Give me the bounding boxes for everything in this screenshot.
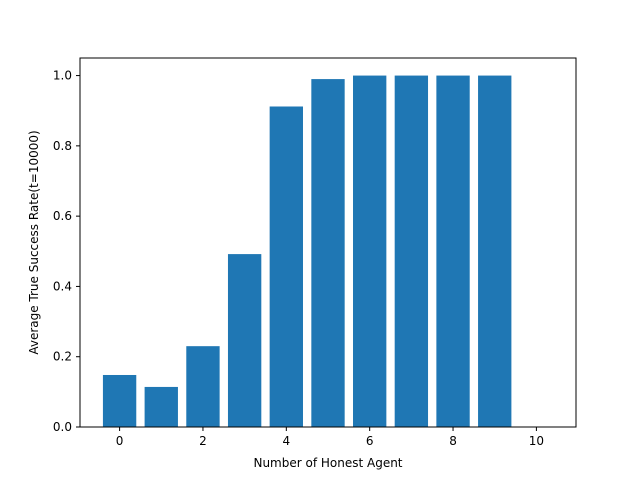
y-tick-label: 1.0 <box>53 69 72 83</box>
bar-7 <box>394 75 429 428</box>
x-axis-ticks: 0 2 4 6 8 10 <box>116 427 544 448</box>
x-tick-label: 0 <box>116 434 124 448</box>
bar-9 <box>478 75 512 428</box>
bar-4 <box>269 106 303 428</box>
y-tick-label: 0.8 <box>53 139 72 153</box>
y-axis-label: Average True Success Rate(t=10000) <box>27 130 41 354</box>
x-tick-label: 10 <box>529 434 544 448</box>
x-tick-label: 8 <box>449 434 457 448</box>
plot-frame <box>79 57 577 428</box>
y-tick-label: 0.6 <box>53 209 72 223</box>
bar-0 <box>102 374 137 427</box>
bar-8 <box>436 75 470 428</box>
x-axis-label: Number of Honest Agent <box>253 456 402 470</box>
y-axis-ticks: 0.0 0.2 0.4 0.6 0.8 1.0 <box>53 69 80 434</box>
x-tick-label: 4 <box>282 434 290 448</box>
y-tick-label: 0.4 <box>53 279 72 293</box>
bar-1 <box>144 386 178 427</box>
y-tick-label: 0.0 <box>53 420 72 434</box>
bar-5 <box>311 79 345 427</box>
bar-6 <box>353 75 387 428</box>
bars-group <box>102 75 512 428</box>
bar-2 <box>186 346 220 427</box>
bar-3 <box>227 254 262 427</box>
x-tick-label: 6 <box>366 434 374 448</box>
x-tick-label: 2 <box>199 434 207 448</box>
y-tick-label: 0.2 <box>53 350 72 364</box>
